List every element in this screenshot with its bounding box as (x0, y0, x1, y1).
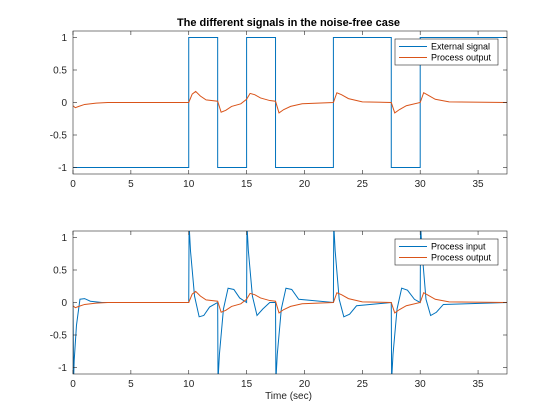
x-tick-label: 25 (357, 179, 369, 190)
x-tick-label: 15 (241, 179, 253, 190)
top-chart: The different signals in the noise-free … (50, 17, 508, 190)
x-tick-label: 15 (241, 379, 253, 390)
x-tick-label: 35 (473, 379, 485, 390)
y-tick-label: -0.5 (50, 131, 68, 142)
series-line-process-output (73, 290, 507, 314)
y-tick-label: -1 (58, 163, 67, 174)
y-tick-label: 0 (61, 298, 67, 309)
legend-label: External signal (431, 42, 490, 52)
legend-label: Process input (431, 242, 486, 252)
x-tick-label: 0 (70, 379, 76, 390)
legend-label: Process output (431, 253, 492, 263)
x-tick-label: 20 (299, 379, 311, 390)
series-line-process-output (73, 90, 507, 114)
x-tick-label: 30 (415, 179, 427, 190)
chart-title: The different signals in the noise-free … (177, 17, 400, 29)
y-tick-label: 0.5 (53, 66, 67, 77)
y-tick-label: 0 (61, 98, 67, 109)
x-tick-label: 10 (183, 379, 195, 390)
y-tick-label: 1 (61, 33, 67, 44)
legend-box (394, 38, 499, 66)
x-tick-label: 20 (299, 179, 311, 190)
y-tick-label: 0.5 (53, 266, 67, 277)
bottom-chart: Time (sec) 0 5 10 15 20 25 30 35 1 0.5 0 -0.5 -1 Proc… (50, 230, 508, 402)
x-tick-label: 10 (183, 179, 195, 190)
y-tick-label: -0.5 (50, 331, 68, 342)
legend-label: Process output (431, 53, 492, 63)
x-tick-label: 30 (415, 379, 427, 390)
x-tick-label: 5 (128, 379, 134, 390)
x-tick-label: 5 (128, 179, 134, 190)
x-tick-label: 35 (473, 179, 485, 190)
x-tick-label: 0 (70, 179, 76, 190)
y-tick-label: -1 (58, 363, 67, 374)
x-axis-label: Time (sec) (265, 391, 312, 402)
legend-box (394, 238, 499, 266)
series-line-process-input (73, 231, 507, 374)
x-tick-label: 25 (357, 379, 369, 390)
y-tick-label: 1 (61, 233, 67, 244)
